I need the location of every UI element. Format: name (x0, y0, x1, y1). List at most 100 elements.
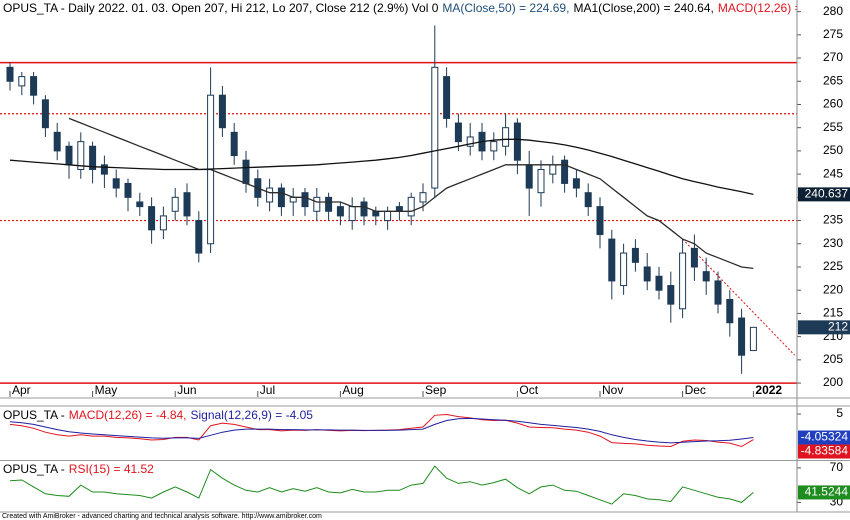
candle-body (466, 136, 474, 147)
title-part: Signal(12,26,9) = -4.05 (191, 408, 314, 422)
candle-body (325, 196, 333, 212)
y-tick-label: 270 (823, 50, 843, 64)
candle-body (100, 164, 108, 175)
candle-body (502, 127, 510, 147)
y-tick-label: 280 (823, 4, 843, 18)
candle-body (30, 76, 38, 96)
moving-average (9, 138, 754, 196)
x-tick-label: 2022 (755, 383, 782, 397)
candle-body (549, 164, 557, 175)
candle-body (360, 201, 368, 217)
candle-body (584, 192, 592, 208)
y-tick-label: 205 (823, 352, 843, 366)
candle-body (726, 298, 734, 324)
candle-body (289, 196, 297, 203)
x-tick-label: Jul (260, 383, 275, 397)
candle-body (124, 182, 132, 198)
candle-body (490, 141, 498, 152)
candle-body (336, 206, 344, 217)
trend-line (682, 238, 796, 356)
candle-body (277, 187, 285, 208)
y-tick-label: 220 (823, 282, 843, 296)
candle-body (41, 99, 49, 129)
value-badge-label: -4.05324 (801, 430, 849, 444)
candle-body (6, 66, 14, 82)
y-tick-label: 230 (823, 236, 843, 250)
candle-body (749, 326, 757, 352)
candle-body (18, 76, 26, 87)
title-part: OPUS_TA - Daily 2022. 01. 03. Open 207, … (3, 1, 439, 15)
axis-area: 2002052102152202252302352402452502552602… (797, 4, 850, 509)
candle-body (667, 285, 675, 305)
candle-body (679, 252, 687, 310)
y-tick-label: 225 (823, 259, 843, 273)
title-part: MACD(12,26) = -4.84, (718, 1, 836, 15)
candle-body (643, 266, 651, 282)
y-tick-label: 275 (823, 27, 843, 41)
candle-body (230, 131, 238, 157)
y-tick-label: 200 (823, 375, 843, 389)
title-part: MACD(12,26) = -4.84, (69, 408, 187, 422)
y-tick-label: 255 (823, 120, 843, 134)
value-badge-label: 41.5244 (805, 485, 849, 499)
candle-body (159, 215, 167, 231)
candle-body (266, 187, 274, 203)
candle-body (384, 210, 392, 222)
candle-body (620, 252, 628, 287)
candle-body (702, 271, 710, 282)
value-badge (798, 430, 850, 445)
candle-body (714, 280, 722, 305)
candle-body (183, 192, 191, 217)
candle-body (171, 196, 179, 212)
y-tick-label: 5 (836, 406, 843, 420)
y-tick-label: 250 (823, 143, 843, 157)
candle-body (407, 196, 415, 217)
x-tick-label: May (95, 383, 118, 397)
title-part: RSI(15) = 41.52 (69, 462, 154, 476)
candle-body (443, 76, 451, 119)
candle-body (431, 66, 439, 189)
candle-body (419, 192, 427, 203)
panel-title: OPUS_TA - Daily 2022. 01. 03. Open 207, … (3, 1, 850, 15)
candle-body (690, 247, 698, 268)
y-tick-label: 235 (823, 213, 843, 227)
moving-average (68, 117, 754, 270)
value-badge-label: 240.637 (805, 187, 849, 201)
x-tick-label: Aug (342, 383, 363, 397)
candle-body (195, 220, 203, 254)
x-tick-label: Apr (12, 383, 31, 397)
candle-body (655, 275, 663, 291)
candle-body (454, 122, 462, 143)
candle-body (395, 206, 403, 212)
candle-body (537, 168, 545, 194)
value-badge-label: -4.83584 (801, 444, 849, 458)
candle-body (738, 317, 746, 356)
indicator-line (9, 417, 754, 444)
candle-body (513, 122, 521, 161)
candle-body (89, 145, 97, 170)
y-tick-label: 215 (823, 306, 843, 320)
value-badge (798, 187, 850, 202)
candle-body (631, 247, 639, 263)
candle-body (136, 201, 144, 208)
candle-body (77, 141, 85, 170)
x-tick-label: Nov (602, 383, 623, 397)
candle-body (372, 210, 380, 217)
candle-body (301, 192, 309, 208)
indicator-line (9, 465, 754, 505)
candle-body (525, 164, 533, 189)
candle-body (313, 196, 321, 212)
value-badge (798, 444, 850, 459)
plot-area: Apr May Jun Jul Aug Sep Oct Nov Dec 2022 OPUS_TA -… (0, 1, 850, 505)
y-tick-label: 265 (823, 73, 843, 87)
candle-body (218, 94, 226, 129)
footer: Created with AmiBroker - advanced charti… (2, 513, 322, 520)
candle-body (242, 159, 250, 184)
candle-body (561, 159, 569, 184)
y-tick-label: 70 (830, 460, 844, 474)
y-tick-label: 245 (823, 166, 843, 180)
value-badge (798, 320, 850, 335)
candle-body (112, 178, 120, 189)
candle-body (608, 238, 616, 282)
